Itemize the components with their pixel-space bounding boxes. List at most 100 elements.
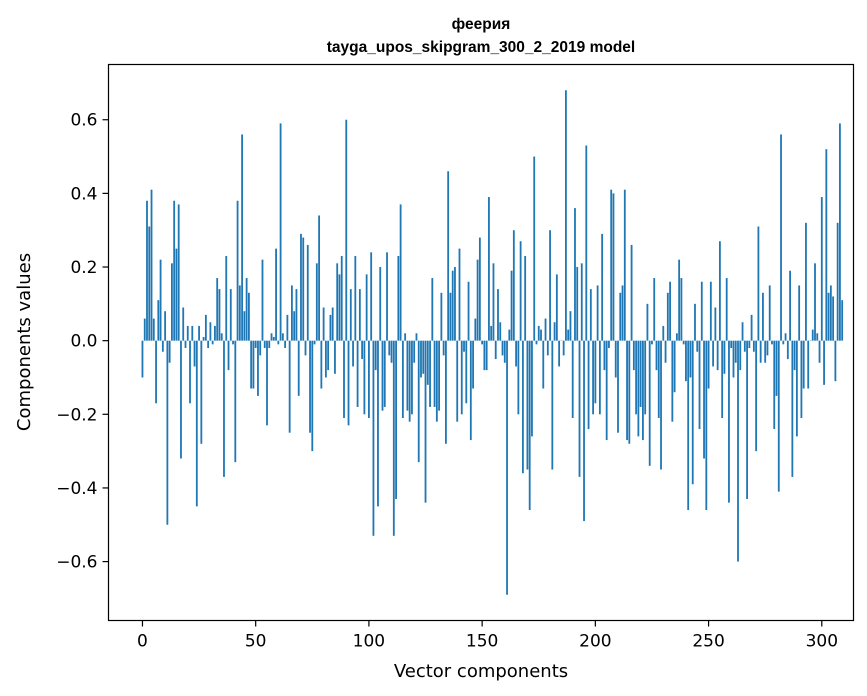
bar [184, 340, 187, 349]
bar [406, 340, 409, 411]
bar [422, 340, 425, 374]
bar [524, 255, 527, 341]
bar [725, 278, 728, 341]
bar [592, 340, 594, 415]
bar [555, 274, 558, 341]
bar [189, 340, 191, 404]
bar [225, 255, 228, 341]
bar [762, 292, 764, 341]
bar [818, 340, 821, 363]
bar [646, 303, 649, 341]
y-axis-ticks: −0.6 −0.4 −0.2 0.0 0.2 0.4 0.6 [56, 111, 109, 573]
bar [734, 340, 737, 363]
bar [755, 340, 758, 452]
bar [281, 333, 284, 341]
bar [535, 340, 538, 345]
plot-frame [107, 63, 855, 622]
bar [334, 340, 336, 374]
bar [229, 289, 232, 341]
y-tick-label: −0.4 [56, 479, 97, 499]
bar [694, 303, 696, 341]
bar [379, 267, 382, 341]
bar [173, 200, 176, 341]
bar [743, 340, 746, 352]
x-tick-label: 0 [137, 632, 148, 652]
bar [603, 340, 606, 371]
y-tick-label: 0.6 [70, 111, 97, 131]
bar [182, 307, 185, 341]
bar [800, 340, 803, 418]
bar [195, 340, 198, 507]
bar [610, 189, 613, 341]
bar [662, 325, 665, 341]
y-tick-label: 0.2 [70, 258, 97, 278]
bar [277, 340, 280, 345]
bar [823, 340, 825, 385]
bar [155, 340, 157, 404]
x-tick-label: 100 [353, 632, 385, 652]
bar [784, 333, 787, 341]
bar [454, 267, 456, 341]
bar [424, 340, 427, 503]
bar [565, 90, 567, 341]
bar [202, 336, 205, 341]
bar [392, 340, 395, 536]
bar [386, 252, 388, 341]
bar [503, 340, 506, 363]
bar [528, 340, 531, 511]
bar [426, 340, 429, 385]
bar [164, 311, 167, 341]
bar [789, 270, 791, 341]
bar [707, 340, 710, 389]
x-axis-label: Vector components [394, 661, 568, 682]
bar [619, 292, 622, 341]
bar [166, 340, 169, 525]
bar [531, 340, 533, 437]
bar [146, 200, 148, 341]
bar [512, 230, 515, 341]
bar [374, 340, 377, 371]
bar [732, 340, 735, 378]
bar [585, 145, 588, 341]
bar [141, 340, 144, 378]
bar [304, 340, 307, 356]
bar [578, 340, 581, 477]
bar [540, 329, 542, 341]
bar [639, 340, 642, 407]
bar [687, 340, 690, 511]
bar [752, 340, 755, 352]
bar [318, 215, 320, 341]
bar [368, 340, 370, 418]
bar [820, 197, 823, 341]
bar [338, 274, 341, 341]
bar [175, 248, 178, 341]
bar [223, 340, 225, 477]
bar [157, 300, 160, 341]
bar [472, 340, 474, 389]
bar [411, 340, 413, 415]
bar [682, 340, 685, 345]
bar [671, 340, 674, 422]
bar [521, 340, 524, 474]
bar [241, 134, 244, 341]
bar [322, 307, 325, 341]
bar [236, 200, 239, 341]
bar [569, 311, 572, 341]
bar [716, 340, 719, 371]
bar [515, 340, 517, 367]
bar [666, 292, 669, 341]
bar [642, 340, 644, 441]
bar [431, 278, 434, 341]
bar [302, 237, 305, 341]
bar [381, 340, 384, 411]
bar [467, 281, 470, 341]
bar [263, 340, 266, 349]
bar [204, 314, 207, 341]
bar [435, 340, 438, 422]
x-tick-label: 300 [806, 632, 838, 652]
bar [250, 340, 253, 389]
bar [712, 340, 715, 367]
bar [295, 289, 298, 341]
y-tick-label: 0.0 [70, 332, 97, 352]
bar [759, 340, 762, 363]
